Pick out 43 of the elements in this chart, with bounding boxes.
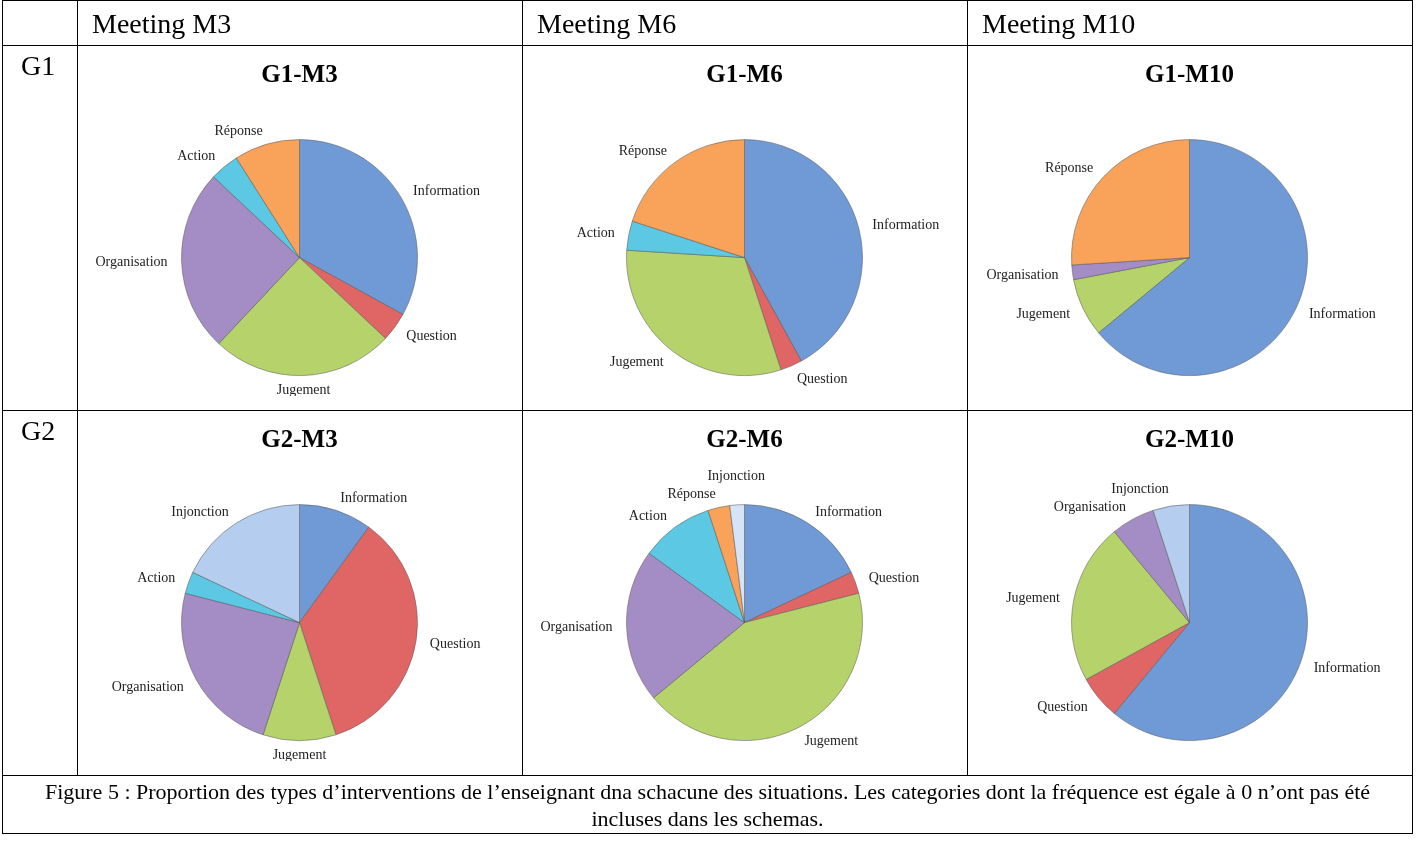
- text: G1: [3, 46, 78, 411]
- slice-label: Question: [406, 327, 457, 343]
- slice-label: Réponse: [618, 143, 667, 159]
- slice-label: Information: [413, 182, 480, 198]
- slice-label: Action: [137, 570, 176, 586]
- slice-label: Question: [1037, 699, 1088, 715]
- slice-label: Question: [429, 635, 481, 651]
- chart-title: G2-M3: [260, 425, 339, 453]
- slice-label: Information: [815, 503, 883, 519]
- slice-label: Injonction: [707, 468, 765, 484]
- slice-label: Injonction: [171, 503, 229, 519]
- chart-title: G2-M10: [1144, 425, 1235, 453]
- slice-label: Information: [1308, 306, 1376, 322]
- slice-label: Jugement: [804, 732, 859, 748]
- text: G2: [3, 411, 78, 776]
- text: Meeting M6: [523, 1, 968, 46]
- chart-title: G1-M10: [1144, 60, 1235, 88]
- slice-label: Réponse: [214, 123, 263, 139]
- slice-label: Information: [340, 489, 408, 505]
- slice-label: Question: [796, 371, 848, 387]
- chart-title: G1-M3: [260, 60, 339, 88]
- slice-label: Organisation: [1053, 499, 1126, 515]
- slice-label: Injonction: [1111, 481, 1169, 497]
- slice-label: Organisation: [986, 266, 1059, 282]
- caption: Figure 5 : Proportion des types d’interventions de l’enseignant dna schacune des situations. Les categories dont la fréquence est égale à 0 n’ont pas été incluses dans les schemas.: [3, 776, 1413, 834]
- slice-label: Action: [177, 148, 216, 164]
- chart-title: G2-M6: [705, 425, 784, 453]
- text: Meeting M3: [78, 1, 523, 46]
- slice-label: Organisation: [111, 678, 184, 694]
- slice-label: Réponse: [667, 486, 716, 502]
- chart-title: G1-M6: [705, 60, 784, 88]
- slice-label: Information: [872, 217, 940, 233]
- slice-label: Organisation: [540, 619, 613, 635]
- slice-label: Action: [576, 225, 615, 241]
- slice-label: Action: [628, 508, 667, 524]
- slice-label: Information: [1313, 659, 1381, 675]
- slice-label: Réponse: [1045, 159, 1094, 175]
- slice-label: Question: [868, 570, 920, 586]
- text: Meeting M10: [968, 1, 1413, 46]
- slice-label: Jugement: [609, 354, 664, 370]
- slice-label: Organisation: [95, 254, 168, 270]
- slice-label: Jugement: [1016, 306, 1071, 322]
- slice-label: Jugement: [1006, 590, 1060, 606]
